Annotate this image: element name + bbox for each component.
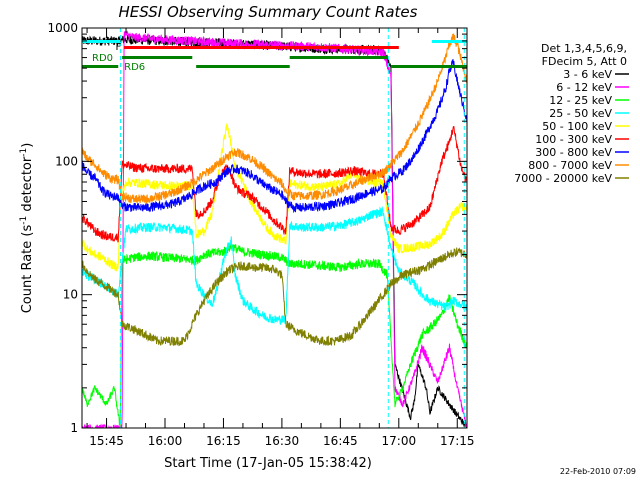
chart-title: HESSI Observing Summary Count Rates [119,3,418,21]
series-line [82,33,467,204]
legend-entry: 25 - 50 keV [549,107,612,120]
legend: Det 1,3,4,5,6,9,FDecim 5, Att 03 - 6 keV… [514,42,629,185]
x-tick-label: 16:45 [323,434,358,448]
rd0-bar [82,65,119,68]
x-tick-label: 16:00 [148,434,183,448]
series-line [82,126,467,243]
legend-entry: 3 - 6 keV [563,68,612,81]
y-axis-label-sup1: -1 [19,216,29,225]
legend-entry: 6 - 12 keV [556,81,612,94]
y-tick-label: 1000 [47,21,78,35]
flare-flag-bar [124,46,399,49]
series-line [82,30,467,428]
x-tick-label: 16:15 [206,434,241,448]
x-axis-label: Start Time (17-Jan-05 15:38:42) [164,456,372,471]
legend-entry: 100 - 300 keV [535,133,612,146]
series-line [82,59,467,214]
y-axis-label: Count Rate (s-1 detector-1) [19,143,35,314]
rd-bar-4 [391,65,467,68]
y-axis: 1 10 100 1000 [47,21,467,435]
y-tick-label: 1 [70,421,78,435]
x-tick-label: 17:00 [382,434,417,448]
rd-bar-3 [289,56,388,59]
rd6-bar-1 [122,56,193,59]
legend-header: Det 1,3,4,5,6,9, [541,42,627,55]
y-axis-label-sup2: -1 [19,148,29,157]
plot-frame [81,27,468,429]
legend-entry: 300 - 800 keV [535,146,612,159]
y-tick-label: 10 [63,288,78,302]
flare-flag-label: F [116,42,122,53]
x-tick-label: 15:45 [89,434,124,448]
y-axis-label-end: ) [20,143,35,148]
rd0-label: RD0 [92,53,113,64]
y-axis-label-main: Count Rate (s [20,225,35,314]
legend-entry: 12 - 25 keV [549,94,612,107]
legend-entry: 50 - 100 keV [542,120,612,133]
flag-bar-cyan-right [431,40,467,43]
rd-bar-2 [196,65,290,68]
x-axis: 15:45 16:00 16:15 16:30 16:45 17:00 17:15 [86,28,475,448]
legend-header: FDecim 5, Att 0 [542,55,627,68]
legend-entry: 800 - 7000 keV [528,159,612,172]
series-group [82,30,467,428]
legend-entry: 7000 - 20000 keV [514,172,612,185]
x-tick-label: 16:30 [265,434,300,448]
x-tick-label: 17:15 [440,434,475,448]
series-line [82,247,467,347]
timestamp: 22-Feb-2010 07:09 [560,467,636,476]
y-tick-label: 100 [55,154,78,168]
rd6-label: RD6 [124,62,145,73]
y-axis-label-mid: detector [20,156,35,216]
series-line [82,244,467,428]
flag-bar-cyan-left [82,40,121,43]
series-line [82,123,467,272]
